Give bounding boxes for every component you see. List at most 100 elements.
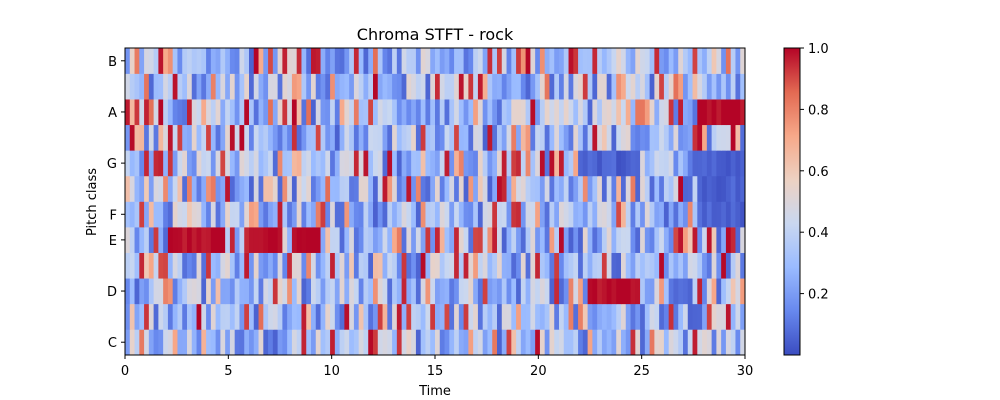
heatmap-cell (501, 329, 508, 355)
heatmap-cell (268, 201, 274, 228)
heatmap-cell (702, 227, 708, 253)
heatmap-cell (673, 278, 679, 305)
heatmap-cell (177, 175, 183, 202)
heatmap-cell (454, 329, 460, 355)
heatmap-cell (506, 329, 512, 355)
heatmap-cell (578, 278, 584, 305)
heatmap-cell (134, 124, 140, 151)
heatmap-cell (454, 48, 460, 74)
heatmap-cell (148, 252, 155, 279)
heatmap-cell (301, 48, 307, 74)
heatmap-cell (296, 201, 303, 228)
heatmap-cell (430, 48, 436, 74)
heatmap-cell (430, 252, 436, 279)
heatmap-cell (635, 303, 641, 330)
heatmap-cell (606, 99, 613, 126)
heatmap-cell (435, 150, 441, 177)
heatmap-cell (706, 303, 713, 330)
heatmap-cell (387, 124, 393, 151)
heatmap-cell (239, 48, 245, 74)
heatmap-cell (616, 99, 622, 126)
heatmap-cell (272, 48, 279, 74)
heatmap-cell (282, 99, 288, 126)
heatmap-cell (306, 175, 312, 202)
heatmap-cell (544, 227, 551, 253)
heatmap-cell (640, 278, 646, 305)
heatmap-cell (668, 278, 675, 305)
heatmap-cell (692, 150, 698, 177)
heatmap-cell (640, 201, 646, 228)
heatmap-cell (368, 329, 374, 355)
heatmap-cell (559, 227, 565, 253)
heatmap-cell (201, 48, 207, 74)
heatmap-cell (229, 278, 236, 305)
heatmap-cell (268, 227, 274, 253)
heatmap-cell (487, 175, 493, 202)
heatmap-cell (640, 303, 646, 330)
heatmap-cell (439, 150, 446, 177)
heatmap-cell (544, 48, 551, 74)
heatmap-cell (582, 150, 589, 177)
heatmap-cell (353, 99, 360, 126)
heatmap-cell (501, 278, 508, 305)
heatmap-cell (153, 329, 159, 355)
heatmap-cell (368, 227, 374, 253)
heatmap-cell (144, 201, 150, 228)
heatmap-cell (268, 73, 274, 100)
heatmap-cell (277, 48, 283, 74)
heatmap-cell (740, 73, 745, 100)
heatmap-cell (296, 303, 303, 330)
heatmap-cell (492, 73, 498, 100)
heatmap-cell (406, 48, 412, 74)
heatmap-cell (487, 278, 493, 305)
heatmap-cell (201, 124, 207, 151)
heatmap-cell (439, 99, 446, 126)
heatmap-cell (296, 150, 303, 177)
heatmap-cell (568, 227, 574, 253)
heatmap-cell (148, 227, 155, 253)
heatmap-cell (311, 252, 317, 279)
heatmap-cell (497, 329, 503, 355)
heatmap-cell (339, 329, 345, 355)
heatmap-cell (158, 227, 164, 253)
heatmap-cell (706, 227, 713, 253)
heatmap-cell (325, 124, 331, 151)
heatmap-cell (644, 252, 651, 279)
heatmap-cell (210, 201, 217, 228)
heatmap-cell (573, 303, 579, 330)
heatmap-cell (311, 227, 317, 253)
heatmap-cell (334, 73, 341, 100)
heatmap-cell (530, 252, 536, 279)
heatmap-cell (706, 99, 713, 126)
heatmap-cell (167, 73, 174, 100)
y-axis-label: Pitch class (85, 168, 100, 236)
heatmap-cell (320, 201, 326, 228)
heatmap-cell (215, 48, 221, 74)
heatmap-cell (353, 201, 360, 228)
heatmap-cell (735, 175, 741, 202)
heatmap-cell (492, 201, 498, 228)
heatmap-cell (678, 227, 684, 253)
heatmap-cell (497, 150, 503, 177)
heatmap-cell (206, 175, 212, 202)
heatmap-cell (621, 303, 627, 330)
heatmap-cell (272, 252, 279, 279)
heatmap-cell (287, 48, 293, 74)
heatmap-cell (430, 99, 436, 126)
heatmap-cell (530, 73, 536, 100)
heatmap-cell (716, 150, 722, 177)
heatmap-cell (125, 303, 131, 330)
heatmap-cell (263, 99, 269, 126)
heatmap-cell (306, 252, 312, 279)
heatmap-cell (382, 124, 388, 151)
heatmap-cell (687, 329, 694, 355)
heatmap-cell (387, 150, 393, 177)
heatmap-cell (568, 99, 574, 126)
heatmap-cell (616, 252, 622, 279)
heatmap-cell (210, 99, 217, 126)
heatmap-cell (349, 99, 355, 126)
heatmap-cell (158, 252, 164, 279)
heatmap-cell (644, 48, 651, 74)
heatmap-cell (482, 329, 489, 355)
heatmap-cell (406, 329, 412, 355)
